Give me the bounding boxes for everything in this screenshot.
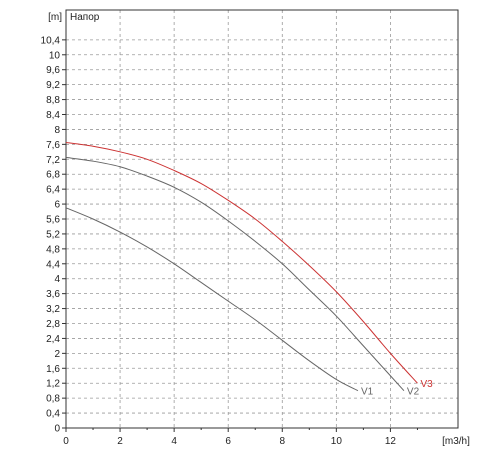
plot-frame: [65, 9, 459, 429]
y-tick-label: 6,8: [46, 170, 60, 181]
y-tick-label: 3,6: [46, 289, 60, 300]
chart-title: Напор: [70, 12, 100, 23]
y-tick-label: 8,4: [46, 110, 60, 121]
y-tick-label: 5,2: [46, 229, 60, 240]
x-tick-label: 12: [385, 436, 397, 447]
x-axis-label: [m3/h]: [442, 436, 470, 447]
y-tick-label: 10,4: [41, 35, 61, 46]
y-tick-label: 1,2: [46, 379, 60, 390]
x-tick-label: 2: [117, 436, 123, 447]
y-tick-label: 3,2: [46, 304, 60, 315]
y-tick-label: 7,6: [46, 140, 60, 151]
x-tick-label: 6: [225, 436, 231, 447]
x-tick-label: 0: [63, 436, 69, 447]
y-tick-label: 2,4: [46, 334, 60, 345]
y-tick-label: 8: [54, 125, 60, 136]
y-axis-label: [m]: [48, 12, 62, 23]
y-tick-label: 9,2: [46, 80, 60, 91]
y-tick-label: 0: [54, 424, 60, 435]
x-tick-label: 10: [331, 436, 343, 447]
series-line-v2: [65, 156, 405, 392]
series-label-v3: V3: [420, 379, 433, 390]
series-line-v1: [65, 207, 359, 392]
y-tick-label: 1,6: [46, 364, 60, 375]
y-tick-label: 8,8: [46, 95, 60, 106]
x-tick-label: 8: [279, 436, 285, 447]
series-label-v1: V1: [361, 387, 374, 398]
y-tick-label: 4: [54, 274, 60, 285]
y-tick-label: 7,2: [46, 155, 60, 166]
y-tick-label: 2,8: [46, 319, 60, 330]
series-line-v3: [65, 141, 418, 384]
y-tick-label: 6,4: [46, 185, 60, 196]
y-tick-label: 4,4: [46, 259, 60, 270]
grid-layer: [66, 10, 458, 428]
y-tick-label: 10: [49, 50, 61, 61]
series-label-v2: V2: [407, 387, 420, 398]
ticks-layer: 0 2 4 6 8 10 12 0 0,4 0,8 1,2 1,6 2 2,4 2,8 3,2 3,6 4 4,4 4…: [41, 35, 418, 447]
y-tick-label: 5,6: [46, 215, 60, 226]
y-tick-label: 6: [54, 200, 60, 211]
y-tick-label: 4,8: [46, 244, 60, 255]
x-tick-label: 4: [171, 436, 177, 447]
y-tick-label: 0,8: [46, 394, 60, 405]
y-tick-label: 9,6: [46, 65, 60, 76]
y-tick-label: 2: [54, 349, 60, 360]
y-tick-label: 0,4: [46, 409, 60, 420]
